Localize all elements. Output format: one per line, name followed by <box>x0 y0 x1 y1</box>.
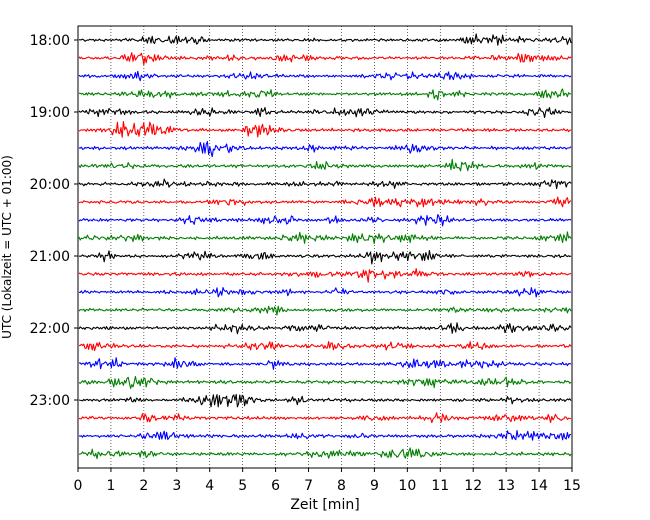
x-axis-ticks: 0 1 2 3 4 5 6 7 8 9 10 11 12 13 14 15 <box>74 468 581 494</box>
x-tick-label: 1 <box>106 478 115 494</box>
trace-line <box>78 305 572 316</box>
trace-line <box>78 88 572 101</box>
x-tick-label: 13 <box>497 478 515 494</box>
y-tick-label: 19:00 <box>30 105 70 121</box>
traces <box>78 33 572 460</box>
trace-line <box>78 429 572 441</box>
x-tick-label: 15 <box>563 478 581 494</box>
y-tick-label: 21:00 <box>30 249 70 265</box>
trace-line <box>78 322 572 335</box>
trace-line <box>78 121 572 138</box>
trace-line <box>78 196 572 208</box>
trace-line <box>78 393 572 408</box>
y-axis-title: UTC (Lokalzeit = UTC + 01:00) <box>0 155 14 339</box>
trace-line <box>78 178 572 190</box>
x-tick-label: 10 <box>398 478 416 494</box>
trace-line <box>78 412 572 424</box>
x-tick-label: 4 <box>205 478 214 494</box>
x-tick-label: 5 <box>238 478 247 494</box>
trace-line <box>78 214 572 227</box>
plot-background <box>78 26 572 468</box>
x-tick-label: 0 <box>74 478 83 494</box>
x-tick-label: 14 <box>530 478 548 494</box>
x-tick-label: 11 <box>431 478 449 494</box>
x-tick-label: 9 <box>370 478 379 494</box>
x-axis-title: Zeit [min] <box>290 497 359 513</box>
trace-line <box>78 447 572 460</box>
trace-line <box>78 375 572 389</box>
y-axis-ticks: 18:00 19:00 20:00 21:00 22:00 23:00 <box>30 33 78 409</box>
y-tick-label: 23:00 <box>30 393 70 409</box>
trace-line <box>78 268 572 283</box>
x-tick-label: 6 <box>271 478 280 494</box>
y-tick-label: 20:00 <box>30 177 70 193</box>
trace-line <box>78 70 572 82</box>
y-tick-label: 22:00 <box>30 321 70 337</box>
x-tick-label: 3 <box>172 478 181 494</box>
x-tick-label: 7 <box>304 478 313 494</box>
plot-frame <box>77 25 573 469</box>
x-tick-label: 2 <box>139 478 148 494</box>
trace-line <box>78 231 572 245</box>
y-tick-label: 18:00 <box>30 33 70 49</box>
trace-line <box>78 341 572 352</box>
trace-line <box>78 52 572 66</box>
trace-line <box>78 250 572 265</box>
trace-line <box>78 158 572 172</box>
x-tick-label: 12 <box>464 478 482 494</box>
trace-line <box>78 287 572 298</box>
x-tick-label: 8 <box>337 478 346 494</box>
trace-line <box>78 141 572 158</box>
trace-line <box>78 107 572 119</box>
trace-line <box>78 33 572 46</box>
trace-line <box>78 357 572 370</box>
